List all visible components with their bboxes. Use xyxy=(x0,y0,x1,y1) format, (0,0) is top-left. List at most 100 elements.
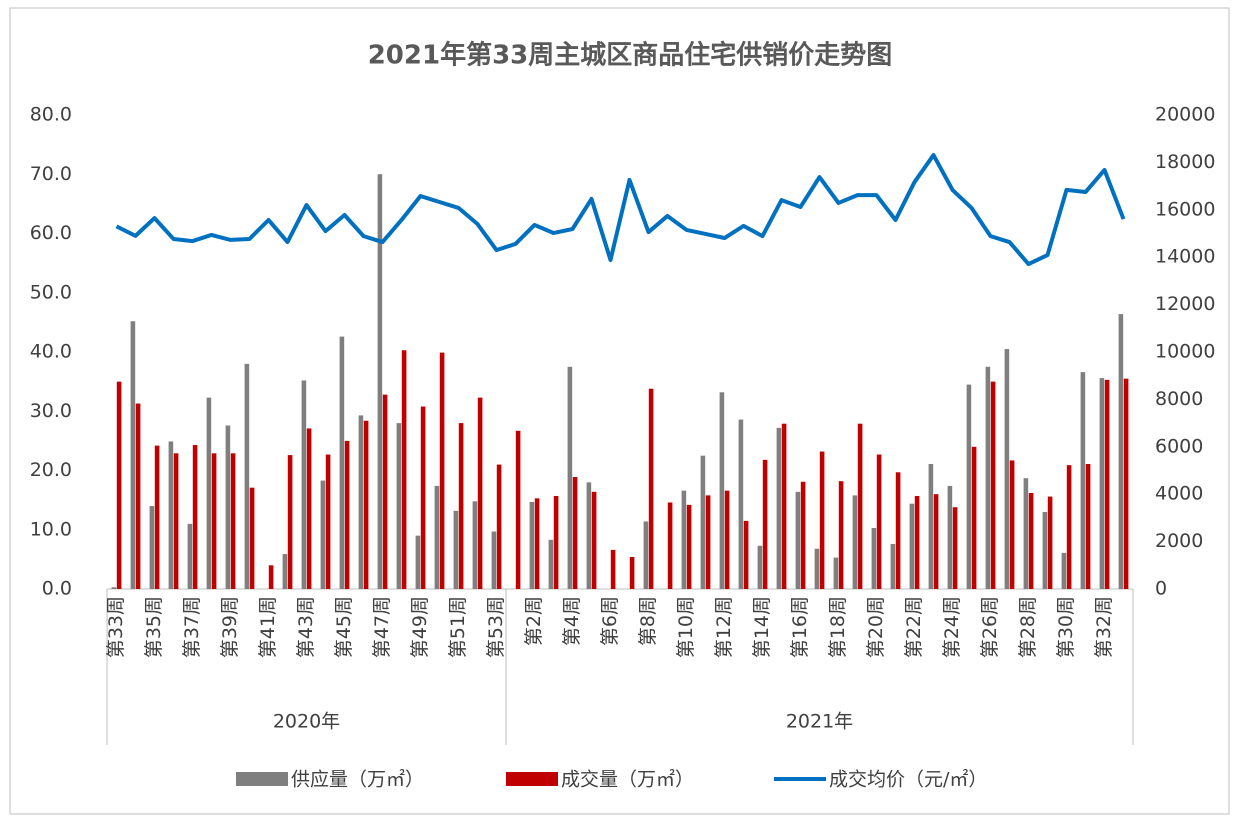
group-label: 2021年 xyxy=(786,711,853,733)
bar xyxy=(131,321,136,589)
x-tick-label: 第24周 xyxy=(941,596,963,658)
bar xyxy=(364,421,369,589)
x-tick-label: 第18周 xyxy=(827,596,849,658)
bar xyxy=(307,428,312,589)
bar xyxy=(497,465,502,589)
y2-tick-label: 4000 xyxy=(1155,483,1203,505)
bar xyxy=(207,398,212,589)
x-tick-label: 第4周 xyxy=(561,596,583,646)
bar xyxy=(112,587,117,589)
chart-title: 2021年第33周主城区商品住宅供销价走势图 xyxy=(368,40,893,71)
x-tick-label: 第45周 xyxy=(333,596,355,658)
bar xyxy=(397,423,402,589)
bar xyxy=(668,502,673,589)
bar xyxy=(815,549,820,589)
bar xyxy=(682,491,687,589)
bar xyxy=(1124,379,1129,589)
bar xyxy=(454,511,459,589)
bar xyxy=(991,382,996,589)
bar xyxy=(687,505,692,589)
y-tick-label: 40.0 xyxy=(30,341,72,363)
x-tick-label: 第8周 xyxy=(637,596,659,646)
x-tick-label: 第41周 xyxy=(257,596,279,658)
bar xyxy=(549,540,554,589)
x-tick-label: 第39周 xyxy=(219,596,241,658)
y2-tick-label: 6000 xyxy=(1155,435,1203,457)
bar xyxy=(725,491,730,589)
bar xyxy=(516,431,521,589)
bar xyxy=(245,364,250,589)
bar xyxy=(1086,464,1091,589)
bar xyxy=(568,367,573,589)
y-tick-label: 70.0 xyxy=(30,163,72,185)
bar xyxy=(1067,465,1072,589)
chart: 2021年第33周主城区商品住宅供销价走势图 0.010.020.030.040… xyxy=(0,0,1240,817)
y2-tick-label: 12000 xyxy=(1155,293,1215,315)
x-tick-label: 第35周 xyxy=(143,596,165,658)
bar xyxy=(383,395,388,589)
bar xyxy=(853,495,858,589)
bar xyxy=(872,528,877,589)
bar xyxy=(288,455,293,589)
bar xyxy=(492,532,497,589)
bar xyxy=(459,423,464,589)
bar xyxy=(744,521,749,589)
bar xyxy=(1062,553,1067,589)
bar xyxy=(839,481,844,589)
x-tick-label: 第12周 xyxy=(713,596,735,658)
bar xyxy=(193,445,198,589)
bar xyxy=(763,460,768,589)
bar xyxy=(1100,378,1105,589)
bar xyxy=(858,424,863,589)
bar xyxy=(706,495,711,589)
bar xyxy=(934,494,939,589)
x-tick-label: 第20周 xyxy=(865,596,887,658)
y-tick-label: 10.0 xyxy=(30,518,72,540)
bar xyxy=(972,447,977,589)
bar xyxy=(986,367,991,589)
bar xyxy=(967,385,972,589)
group-label: 2020年 xyxy=(273,711,340,733)
bar xyxy=(1043,512,1048,589)
bar xyxy=(421,407,426,589)
bar xyxy=(155,446,160,589)
x-tick-label: 第32周 xyxy=(1093,596,1115,658)
y2-tick-label: 18000 xyxy=(1155,151,1215,173)
bar xyxy=(910,504,915,589)
bar xyxy=(1081,372,1086,589)
x-tick-label: 第16周 xyxy=(789,596,811,658)
bar xyxy=(136,404,141,589)
legend-label: 成交均价（元/㎡） xyxy=(829,768,987,791)
bar xyxy=(1024,478,1029,589)
legend-swatch xyxy=(236,772,288,786)
x-tick-label: 第14周 xyxy=(751,596,773,658)
x-tick-label: 第6周 xyxy=(599,596,621,646)
legend-label: 成交量（万㎡） xyxy=(561,768,694,791)
bar xyxy=(1105,380,1110,589)
x-tick-label: 第51周 xyxy=(447,596,469,658)
bar xyxy=(402,350,407,589)
bar xyxy=(929,464,934,589)
bar xyxy=(592,492,597,589)
bar xyxy=(359,415,364,589)
bar xyxy=(150,506,155,589)
bar xyxy=(340,337,345,589)
bar xyxy=(1010,460,1015,589)
y2-tick-label: 10000 xyxy=(1155,341,1215,363)
x-tick-label: 第33周 xyxy=(105,596,127,658)
y-tick-label: 60.0 xyxy=(30,222,72,244)
bar xyxy=(587,482,592,589)
bar xyxy=(1048,497,1053,589)
y-tick-label: 80.0 xyxy=(30,104,72,126)
x-tick-label: 第47周 xyxy=(371,596,393,658)
bar xyxy=(117,382,122,589)
bar xyxy=(948,486,953,589)
bar xyxy=(782,424,787,589)
bar xyxy=(530,502,535,589)
y2-tick-label: 14000 xyxy=(1155,246,1215,268)
bar xyxy=(953,507,958,589)
y-tick-label: 0.0 xyxy=(42,578,72,600)
bar xyxy=(649,389,654,589)
bar xyxy=(611,550,616,589)
bar xyxy=(283,554,288,589)
